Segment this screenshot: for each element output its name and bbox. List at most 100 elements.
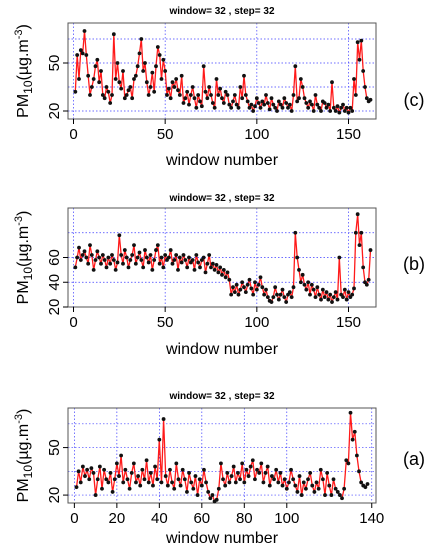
- data-point: [231, 99, 235, 104]
- data-point: [247, 105, 252, 110]
- data-point: [182, 477, 187, 482]
- data-point: [295, 490, 300, 494]
- data-point: [190, 258, 195, 262]
- data-point: [221, 267, 226, 272]
- data-point: [251, 109, 256, 113]
- data-point: [102, 96, 107, 101]
- data-point: [223, 89, 228, 94]
- data-point: [161, 265, 166, 270]
- data-point: [202, 467, 206, 472]
- series-line: [74, 30, 371, 115]
- data-point: [159, 480, 164, 485]
- data-point: [253, 477, 257, 482]
- data-point: [258, 275, 263, 280]
- data-point: [205, 96, 210, 101]
- data-point: [91, 77, 96, 81]
- data-point: [216, 93, 221, 97]
- data-point: [240, 461, 245, 466]
- data-point: [315, 102, 320, 107]
- data-point: [100, 486, 104, 491]
- data-point: [208, 496, 213, 501]
- data-point: [89, 253, 94, 257]
- data-point: [170, 80, 175, 85]
- data-point: [328, 292, 333, 297]
- data-point: [214, 263, 219, 267]
- data-point: [165, 483, 170, 488]
- data-point: [326, 297, 331, 302]
- x-axis-label: window number: [165, 152, 279, 169]
- data-point: [254, 96, 259, 101]
- data-point: [276, 297, 281, 302]
- data-point: [132, 243, 136, 248]
- data-point: [271, 295, 276, 299]
- data-point: [137, 250, 142, 255]
- data-point: [319, 109, 323, 113]
- data-point: [357, 57, 362, 62]
- data-point: [203, 270, 208, 275]
- data-point: [104, 265, 109, 270]
- data-point: [212, 105, 217, 110]
- data-point: [306, 477, 310, 482]
- data-point: [253, 104, 257, 109]
- data-point: [121, 480, 126, 485]
- data-point: [104, 477, 109, 482]
- data-point: [240, 280, 245, 285]
- data-point: [210, 493, 215, 497]
- data-point: [322, 101, 327, 105]
- data-point: [361, 265, 366, 270]
- data-point: [170, 480, 174, 485]
- data-point: [122, 96, 127, 101]
- data-point: [113, 267, 118, 272]
- data-point: [100, 93, 105, 97]
- data-point: [124, 255, 129, 260]
- data-point: [104, 85, 109, 89]
- data-point: [300, 272, 305, 277]
- data-point: [136, 474, 140, 478]
- data-point: [341, 102, 345, 107]
- data-point: [140, 467, 145, 472]
- data-point: [77, 245, 81, 250]
- data-point: [272, 477, 276, 482]
- data-point: [348, 105, 353, 110]
- data-point: [108, 261, 113, 266]
- data-point: [249, 102, 254, 107]
- data-point: [256, 101, 261, 105]
- data-point: [223, 275, 228, 280]
- x-tick-label: 50: [157, 126, 174, 143]
- data-point: [117, 80, 122, 85]
- data-point: [193, 474, 198, 478]
- series-line: [75, 412, 369, 503]
- data-point: [337, 255, 342, 260]
- data-point: [319, 297, 323, 302]
- data-point: [314, 480, 319, 485]
- data-point: [133, 73, 138, 78]
- data-point: [255, 467, 259, 472]
- data-point: [278, 292, 283, 297]
- data-point: [181, 253, 186, 257]
- data-point: [100, 253, 105, 257]
- data-point: [126, 265, 131, 270]
- data-point: [119, 253, 124, 257]
- data-point: [166, 255, 171, 260]
- y-tick-label: 20: [46, 487, 63, 504]
- data-point: [293, 230, 298, 235]
- data-point: [146, 480, 151, 485]
- data-point: [199, 104, 204, 109]
- data-point: [366, 277, 371, 282]
- data-point: [293, 483, 298, 488]
- data-point: [209, 93, 213, 97]
- data-point: [142, 477, 147, 482]
- data-point: [144, 458, 149, 463]
- data-point: [280, 483, 285, 488]
- data-point: [148, 85, 153, 89]
- data-point: [168, 467, 172, 472]
- data-point: [329, 493, 334, 497]
- plot-frame: [67, 22, 377, 120]
- data-point: [201, 255, 206, 260]
- data-point: [210, 261, 215, 266]
- data-point: [229, 105, 234, 110]
- data-point: [131, 461, 136, 466]
- data-point: [274, 467, 279, 472]
- data-point: [172, 486, 177, 491]
